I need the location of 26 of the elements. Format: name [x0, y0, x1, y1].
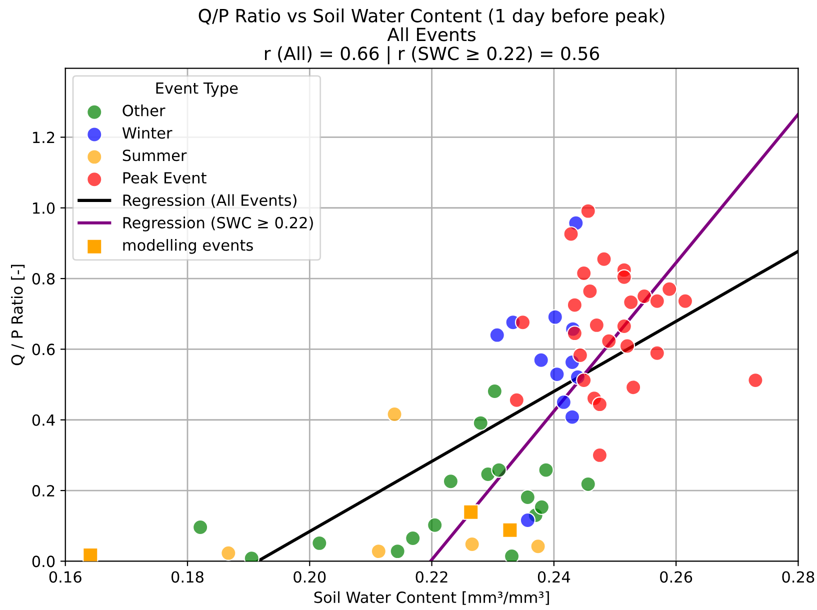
- x-axis-title: Soil Water Content [mm³/mm³]: [314, 591, 549, 605]
- y-axis-title: Q / P Ratio [-]: [11, 264, 25, 366]
- y-tick-label: 0.8: [32, 273, 55, 285]
- x-tick-label: 0.26: [660, 571, 692, 583]
- legend-title: Event Type: [156, 82, 238, 97]
- legend-label: Winter: [122, 126, 172, 139]
- legend-label: Other: [122, 104, 166, 116]
- legend-label: Regression (All Events): [123, 194, 296, 209]
- chart-subtitle: All Events r (All) = 0.66 | r (SWC ≥ 0.22) = 0.56: [265, 27, 600, 64]
- y-tick-label: 0.0: [32, 556, 55, 568]
- chart-title: Q/P Ratio vs Soil Water Content (1 day before peak): [198, 8, 664, 26]
- x-tick-label: 0.24: [538, 571, 570, 583]
- legend-label: modelling events: [123, 239, 253, 254]
- y-tick-label: 1.2: [33, 132, 54, 144]
- legend-label: Summer: [122, 150, 187, 162]
- x-tick-label: 0.16: [49, 571, 82, 583]
- y-tick-label: 0.6: [32, 344, 55, 356]
- y-tick-label: 0.4: [32, 414, 55, 426]
- x-tick-label: 0.18: [172, 571, 204, 583]
- legend-label: Regression (SWC ≥ 0.22): [123, 216, 313, 232]
- y-tick-label: 1.0: [33, 202, 55, 214]
- x-tick-label: 0.20: [294, 571, 326, 583]
- x-tick-label: 0.28: [782, 571, 814, 583]
- legend-label: Peak Event: [123, 172, 206, 184]
- x-tick-label: 0.22: [416, 571, 448, 583]
- y-tick-label: 0.2: [32, 485, 54, 497]
